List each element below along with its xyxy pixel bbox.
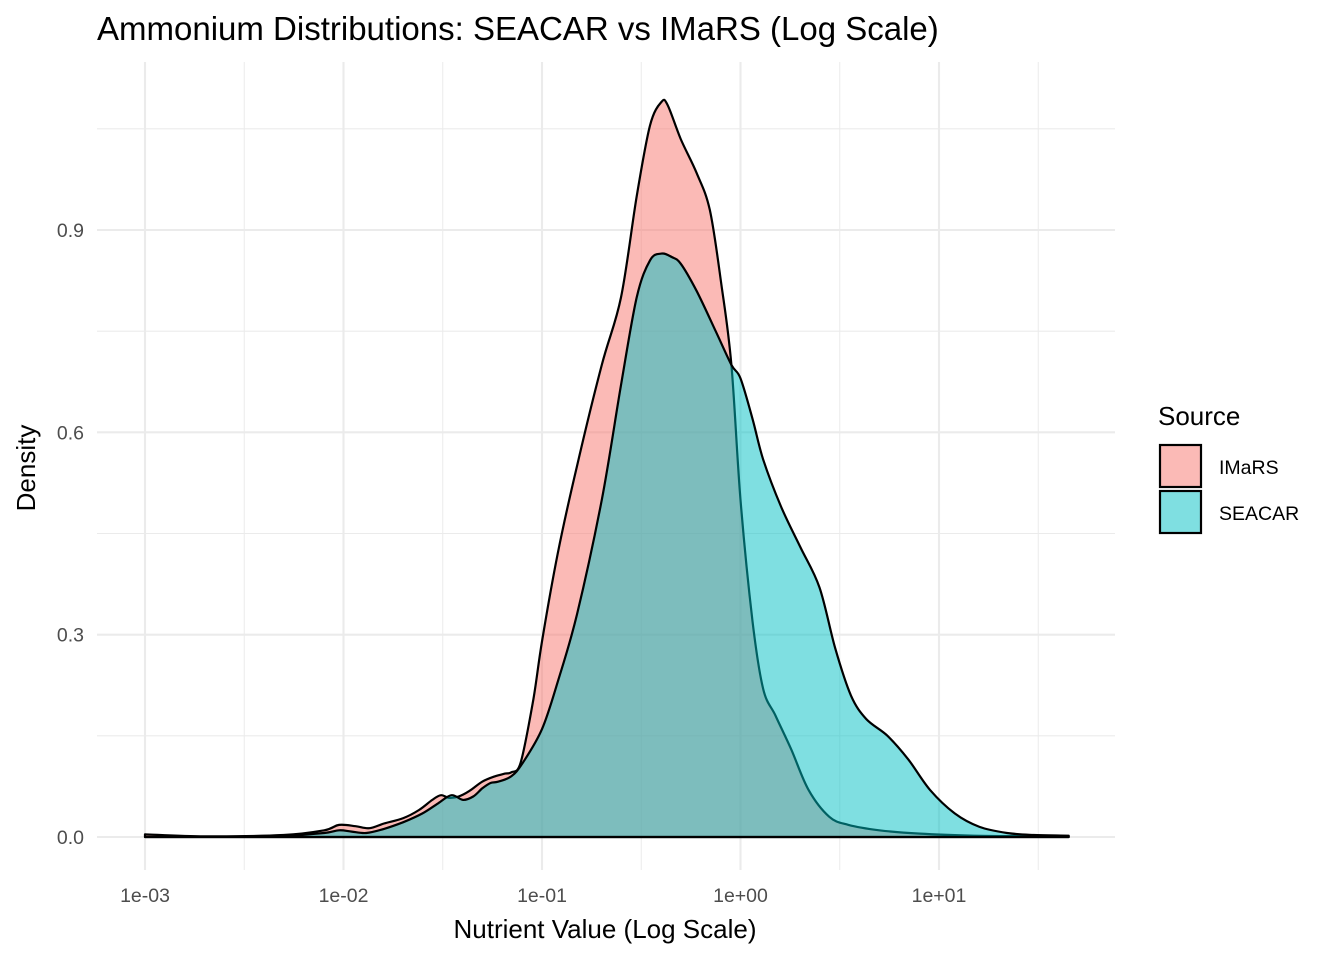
legend-label-imars: IMaRS bbox=[1219, 457, 1279, 479]
legend-key-imars bbox=[1158, 443, 1203, 489]
y-tick-label: 0.0 bbox=[57, 827, 84, 849]
legend: Source IMaRS SEACAR bbox=[1158, 401, 1299, 535]
x-tick-label: 1e-03 bbox=[120, 885, 170, 907]
density-areas bbox=[143, 98, 1070, 839]
legend-label-seacar: SEACAR bbox=[1219, 503, 1299, 525]
x-tick-label: 1e+01 bbox=[912, 885, 967, 907]
x-axis-title: Nutrient Value (Log Scale) bbox=[453, 914, 756, 944]
y-axis-title: Density bbox=[11, 425, 41, 512]
x-tick-label: 1e+00 bbox=[713, 885, 768, 907]
x-tick-label: 1e-01 bbox=[517, 885, 567, 907]
y-tick-label: 0.9 bbox=[57, 220, 84, 242]
x-axis-ticks: 1e-03 1e-02 1e-01 1e+00 1e+01 bbox=[120, 885, 966, 907]
legend-title: Source bbox=[1158, 401, 1240, 431]
legend-key-seacar bbox=[1158, 489, 1203, 535]
y-tick-label: 0.3 bbox=[57, 625, 84, 647]
y-tick-label: 0.6 bbox=[57, 422, 84, 444]
y-axis-ticks: 0.0 0.3 0.6 0.9 bbox=[57, 220, 84, 849]
density-area-seacar bbox=[143, 252, 1070, 839]
chart-title: Ammonium Distributions: SEACAR vs IMaRS … bbox=[97, 10, 939, 47]
x-tick-label: 1e-02 bbox=[319, 885, 369, 907]
